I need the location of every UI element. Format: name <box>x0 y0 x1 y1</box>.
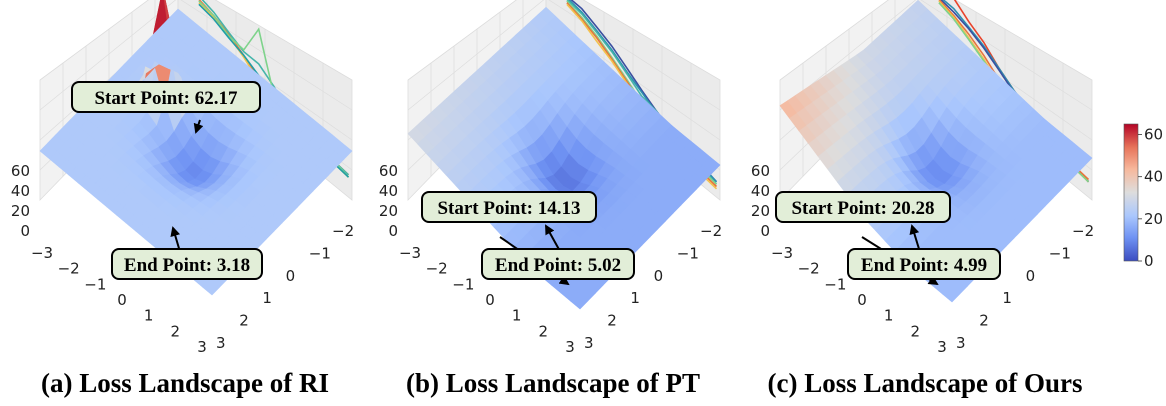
start-point-annotation-label: Start Point: 20.28 <box>791 198 934 219</box>
start-point-annotation: Start Point: 62.17 <box>71 81 261 113</box>
z-tick-label: 20 <box>11 202 30 220</box>
x-tick-label: −3 <box>399 244 421 262</box>
x-tick-label: 2 <box>171 322 181 340</box>
y-tick-label: 2 <box>607 312 617 330</box>
x-tick-label: 3 <box>565 338 575 356</box>
wall-grid-line <box>39 0 177 111</box>
x-tick-label: 0 <box>117 291 127 309</box>
wall-grid-line <box>407 0 545 111</box>
z-tick-label: 40 <box>751 182 770 200</box>
y-tick-label: 0 <box>286 267 296 285</box>
z-tick-label: 40 <box>379 182 398 200</box>
x-tick-label: −2 <box>426 260 448 278</box>
start-point-annotation-label: Start Point: 62.17 <box>94 88 238 109</box>
x-tick-label: −2 <box>798 260 820 278</box>
x-tick-label: 3 <box>937 338 947 356</box>
z-tick-label: 0 <box>760 222 770 240</box>
x-tick-label: −2 <box>58 260 80 278</box>
colorbar-tick-label: 20 <box>1144 210 1163 228</box>
end-point-annotation-box <box>847 248 1001 280</box>
x-tick-label: −3 <box>771 244 793 262</box>
end-point-annotation-box <box>111 248 263 280</box>
x-tick-label: 0 <box>857 291 867 309</box>
colorbar-tick-label: 40 <box>1144 168 1163 186</box>
x-tick-label: −1 <box>84 275 106 293</box>
loss-surface <box>407 6 721 310</box>
y-tick-label: −2 <box>1072 222 1094 240</box>
y-tick-label: −2 <box>332 222 354 240</box>
surface-cell <box>702 156 721 174</box>
surface-cell <box>1074 149 1093 167</box>
z-tick-label: 20 <box>751 202 770 220</box>
y-tick-label: 2 <box>979 312 989 330</box>
wall-grid-line <box>548 0 721 111</box>
start-point-annotation: Start Point: 20.28 <box>775 191 951 223</box>
colorbar-tick-label: 60 <box>1144 126 1163 144</box>
end-point-annotation: End Point: 4.99 <box>847 248 1001 280</box>
y-tick-label: −2 <box>700 222 722 240</box>
end-point-annotation-label: End Point: 4.99 <box>861 255 987 276</box>
x-tick-label: 1 <box>884 307 894 325</box>
panel-caption: (a) Loss Landscape of RI <box>41 368 329 398</box>
y-tick-label: 2 <box>239 312 249 330</box>
start-point-annotation-box <box>421 191 597 223</box>
z-tick-label: 20 <box>379 202 398 220</box>
y-tick-label: −1 <box>1049 244 1071 262</box>
end-point-annotation-label: End Point: 5.02 <box>495 255 621 276</box>
start-point-arrow <box>193 119 204 134</box>
z-tick-label: 0 <box>388 222 398 240</box>
y-tick-label: 0 <box>654 267 664 285</box>
x-tick-label: 1 <box>144 307 154 325</box>
z-tick-label: 40 <box>11 182 30 200</box>
x-tick-label: −3 <box>31 244 53 262</box>
start-point-annotation-box <box>71 81 261 113</box>
y-tick-label: 1 <box>1002 289 1012 307</box>
end-point-annotation: End Point: 3.18 <box>111 248 263 280</box>
x-tick-label: 3 <box>197 338 207 356</box>
y-tick-label: 1 <box>262 289 272 307</box>
y-tick-label: 1 <box>630 289 640 307</box>
x-tick-label: 1 <box>512 307 522 325</box>
x-tick-label: 2 <box>539 322 549 340</box>
panel-caption: (b) Loss Landscape of PT <box>406 368 700 398</box>
colorbar-tick-label: 0 <box>1144 252 1154 270</box>
y-tick-label: −1 <box>309 244 331 262</box>
start-point-annotation-box <box>775 191 951 223</box>
wall-grid-line <box>920 0 1093 111</box>
start-point-annotation: Start Point: 14.13 <box>421 191 597 223</box>
x-tick-label: −1 <box>824 275 846 293</box>
start-point-annotation-label: Start Point: 14.13 <box>437 198 580 219</box>
y-tick-label: 3 <box>956 334 966 352</box>
panel-caption: (c) Loss Landscape of Ours <box>767 368 1082 398</box>
y-tick-label: 3 <box>584 334 594 352</box>
surface-cell <box>334 142 353 160</box>
z-tick-label: 60 <box>751 162 770 180</box>
y-tick-label: −1 <box>677 244 699 262</box>
end-point-annotation-label: End Point: 3.18 <box>124 255 250 276</box>
colorbar: 0 20 40 60 <box>1123 123 1163 270</box>
z-tick-label: 0 <box>20 222 30 240</box>
end-point-annotation-box <box>481 248 635 280</box>
end-point-annotation: End Point: 5.02 <box>481 248 635 280</box>
x-tick-label: 2 <box>911 322 921 340</box>
y-tick-label: 3 <box>216 334 226 352</box>
x-tick-label: 0 <box>485 291 495 309</box>
colorbar-gradient <box>1123 123 1139 262</box>
z-tick-label: 60 <box>11 162 30 180</box>
x-tick-label: −1 <box>452 275 474 293</box>
z-tick-label: 60 <box>379 162 398 180</box>
y-tick-label: 0 <box>1026 267 1036 285</box>
